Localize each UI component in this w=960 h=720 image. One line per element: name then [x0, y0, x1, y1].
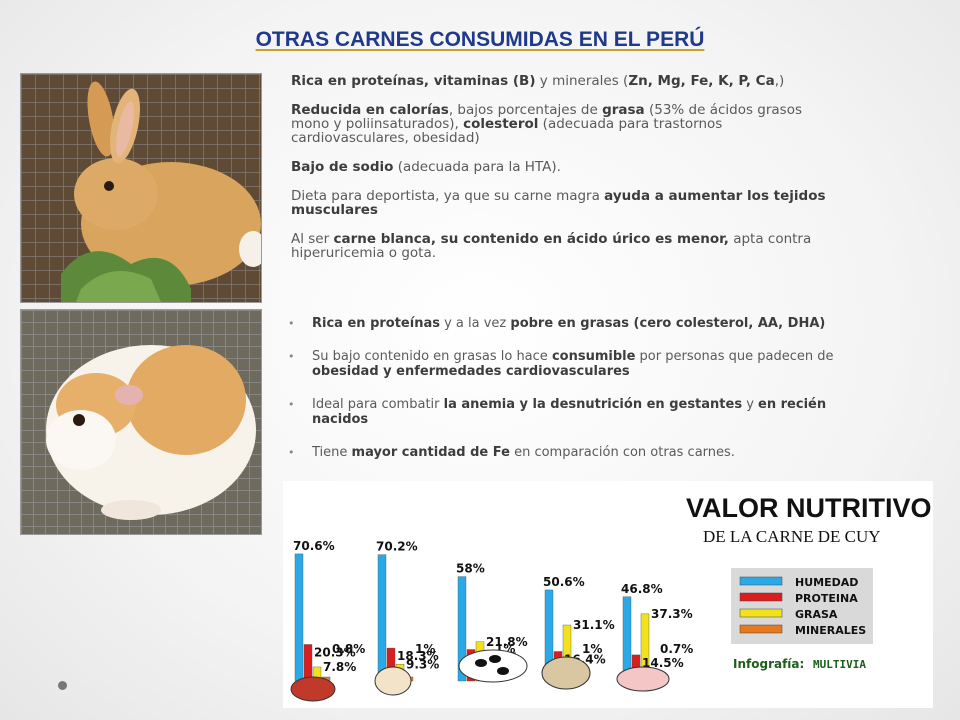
data-label: 58%	[456, 562, 485, 576]
data-label: 9.3%	[406, 657, 439, 671]
legend-label: GRASA	[795, 608, 838, 621]
legend-swatch-humedad	[739, 576, 783, 586]
data-label: 31.1%	[573, 618, 615, 632]
data-label: 0.7%	[660, 642, 693, 656]
bar-humedad-2	[377, 554, 387, 682]
credit-label: Infografía:	[733, 657, 804, 671]
nutrition-chart: 70.6%20.3%7.8%0.8%70.2%18.3%9.3%1%58%17.…	[290, 493, 932, 702]
pig-icon	[616, 666, 670, 692]
slide-title: OTRAS CARNES CONSUMIDAS EN EL PERÚ	[255, 28, 705, 51]
cuy-benefit-item: • Su bajo contenido en grasas lo hace con…	[288, 349, 834, 379]
cuy-benefit-item: • Rica en proteínas y a la vez pobre en g…	[288, 316, 826, 331]
cuy-benefits-list: • Rica en proteínas y a la vez pobre en g…	[288, 316, 868, 478]
data-label: 20.3%	[314, 645, 356, 659]
chicken-icon	[374, 666, 412, 696]
legend-swatch-grasa	[739, 608, 783, 618]
data-label: 1%	[415, 642, 435, 656]
bar-humedad-3	[457, 576, 467, 682]
bar-humedad-1	[294, 553, 304, 682]
data-label: 14.5%	[642, 656, 684, 670]
data-label: 7.8%	[323, 660, 356, 674]
rabbit-point-uric-acid: Al ser carne blanca, su contenido en áci…	[291, 231, 812, 261]
rabbit-point-athletes: Dieta para deportista, ya que su carne m…	[291, 188, 826, 218]
data-label: 50.6%	[543, 575, 585, 589]
chart-subtitle: DE LA CARNE DE CUY	[703, 527, 881, 546]
bullet-icon: •	[288, 317, 295, 330]
legend-label: PROTEINA	[795, 592, 858, 605]
cuy-benefit-item: • Tiene mayor cantidad de Fe en comparaci…	[288, 445, 735, 460]
cuy-benefit-item: • Ideal para combatir la anemia y la desn…	[288, 397, 827, 427]
legend-label: MINERALES	[795, 624, 866, 637]
bullet-icon: •	[288, 446, 295, 459]
bar-proteina-1	[303, 644, 313, 682]
data-label: 70.2%	[376, 540, 418, 554]
legend-swatch-minerales	[739, 624, 783, 634]
guinea-pig-icon	[290, 676, 336, 702]
data-label: 1%	[582, 642, 602, 656]
rabbit-photo	[20, 73, 262, 303]
rabbit-point-calories: Reducida en calorías, bajos porcentajes …	[291, 102, 803, 146]
data-label: 46.8%	[621, 582, 663, 596]
data-label: 0.8%	[332, 642, 365, 656]
guinea-pig-photo	[20, 309, 262, 535]
credit-name: MULTIVIA	[813, 658, 866, 671]
cow-icon	[458, 649, 528, 683]
legend-swatch-proteina	[739, 592, 783, 602]
bullet-icon: •	[288, 350, 295, 363]
sheep-icon	[541, 656, 591, 690]
rabbit-point-sodium: Bajo de sodio (adecuada para la HTA).	[291, 159, 561, 175]
rabbit-point-protein: Rica en proteínas, vitaminas (B) y miner…	[291, 73, 785, 89]
nutrition-infographic: 70.6%20.3%7.8%0.8%70.2%18.3%9.3%1%58%17.…	[283, 481, 933, 708]
bullet-icon: •	[288, 398, 295, 411]
data-label: 70.6%	[293, 539, 335, 553]
rabbit-benefits: Rica en proteínas, vitaminas (B) y miner…	[291, 74, 831, 275]
data-label: 37.3%	[651, 607, 693, 621]
chart-title: VALOR NUTRITIVO	[686, 493, 932, 523]
legend-label: HUMEDAD	[795, 576, 858, 589]
data-label: 21.8%	[486, 635, 528, 649]
slide-bullet-dot	[58, 681, 67, 690]
data-label: 18.3%	[397, 649, 439, 663]
